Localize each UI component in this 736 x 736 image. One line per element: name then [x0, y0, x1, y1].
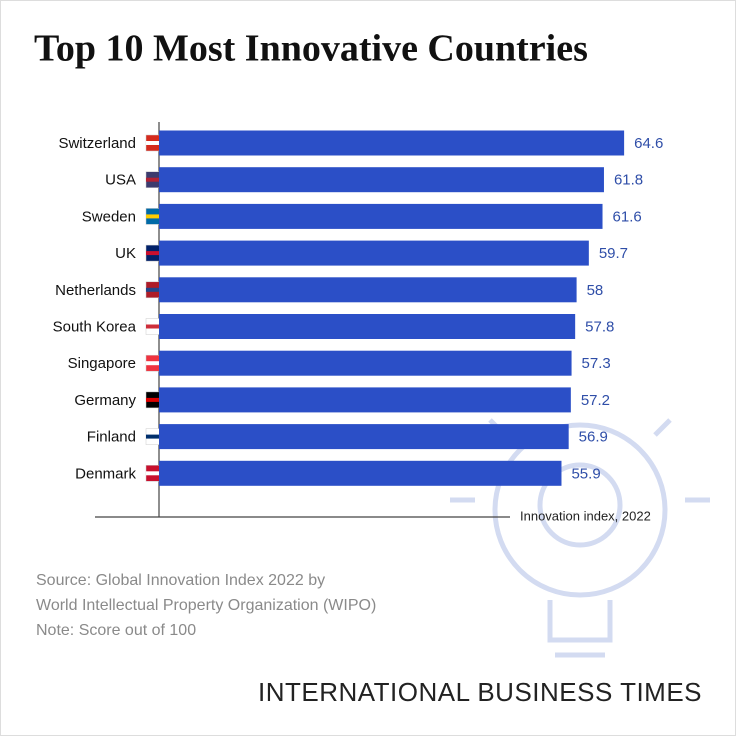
- value-label: 64.6: [634, 135, 663, 152]
- y-tick-label: USA: [105, 172, 136, 189]
- flag: [146, 434, 169, 439]
- bar: [159, 277, 577, 303]
- bar: [159, 130, 625, 156]
- y-tick-label: Denmark: [75, 465, 136, 482]
- value-label: 55.9: [571, 465, 600, 482]
- chart-title: Top 10 Most Innovative Countries: [34, 28, 588, 70]
- y-tick-label: Singapore: [68, 355, 136, 372]
- y-tick-label: South Korea: [53, 318, 137, 335]
- bar: [159, 314, 576, 339]
- bar: [159, 350, 572, 376]
- y-tick-label: Netherlands: [55, 282, 136, 299]
- flag: [146, 251, 169, 256]
- brand: INTERNATIONAL BUSINESS TIMES: [258, 677, 702, 707]
- flag: [146, 177, 169, 182]
- bar: [159, 424, 569, 450]
- y-tick-label: Finland: [87, 429, 136, 446]
- flag: [146, 397, 169, 402]
- y-tick-label: Germany: [74, 392, 136, 409]
- y-tick-label: Switzerland: [58, 135, 136, 152]
- flag: [146, 141, 169, 145]
- bar: [159, 460, 562, 486]
- flag: [146, 324, 169, 329]
- source-note: Source: Global Innovation Index 2022 by: [36, 572, 325, 589]
- value-label: 57.3: [582, 355, 611, 372]
- value-label: 61.6: [613, 208, 642, 225]
- value-label: 58: [587, 282, 604, 299]
- bar: [159, 167, 604, 193]
- value-label: 59.7: [599, 245, 628, 262]
- flag: [146, 471, 169, 476]
- value-label: 57.2: [581, 392, 610, 409]
- lightbulb-decoration: [450, 418, 710, 658]
- y-tick-label: Sweden: [82, 208, 136, 225]
- bar: [159, 203, 603, 229]
- flag: [146, 214, 169, 219]
- bar: [159, 387, 571, 413]
- value-label: 56.9: [579, 429, 608, 446]
- bar: [159, 240, 589, 266]
- x-axis-label: Innovation index, 2022: [520, 508, 651, 523]
- y-tick-label: UK: [115, 245, 136, 262]
- flag: [146, 287, 169, 292]
- value-label: 61.8: [614, 172, 643, 189]
- value-label: 57.8: [585, 318, 614, 335]
- flag: [146, 361, 169, 366]
- source-note: Note: Score out of 100: [36, 622, 196, 639]
- source-note: World Intellectual Property Organization…: [36, 597, 376, 614]
